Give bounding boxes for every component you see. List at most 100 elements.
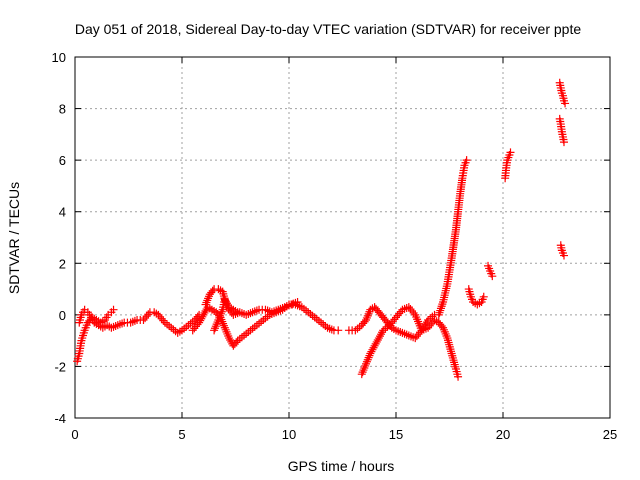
data-point [362, 357, 371, 366]
data-point [439, 323, 448, 332]
axes [74, 56, 611, 419]
data-point [217, 307, 226, 316]
y-tick-label: -4 [54, 411, 66, 426]
data-point [363, 355, 372, 364]
data-point [334, 326, 343, 335]
data-point [202, 298, 211, 307]
data-point [361, 361, 370, 370]
data-point [442, 332, 451, 341]
data-point [312, 315, 321, 324]
data-points [73, 78, 570, 381]
data-point [159, 316, 168, 325]
data-point [250, 322, 259, 331]
gridlines [75, 57, 610, 418]
data-point [165, 322, 174, 331]
data-point [222, 327, 231, 336]
y-tick-label: 8 [59, 102, 66, 117]
data-point [359, 366, 368, 375]
data-point [358, 368, 367, 377]
data-point [232, 338, 241, 347]
data-point [235, 334, 244, 343]
plot-frame [74, 56, 611, 419]
data-point [488, 272, 497, 281]
data-point [221, 325, 230, 334]
data-point [365, 351, 374, 360]
data-point [130, 316, 139, 325]
data-point [561, 99, 570, 108]
y-tick-label: -2 [54, 359, 66, 374]
data-point [314, 316, 323, 325]
data-point [355, 322, 364, 331]
y-tick-label: 6 [59, 153, 66, 168]
data-point [293, 297, 302, 306]
data-point [257, 317, 266, 326]
data-point [479, 292, 488, 301]
data-point [353, 324, 362, 333]
data-point [213, 318, 222, 327]
data-point [360, 363, 369, 372]
data-point [248, 324, 257, 333]
data-point [436, 304, 445, 313]
data-point [439, 325, 448, 334]
data-point [364, 309, 373, 318]
data-point [214, 316, 223, 325]
data-point [204, 294, 213, 303]
data-point [237, 333, 246, 342]
data-point [223, 329, 232, 338]
x-axis-label: GPS time / hours [288, 458, 395, 474]
x-tick-label: 20 [496, 427, 510, 442]
data-point [208, 286, 217, 295]
data-point [211, 322, 220, 331]
data-point [436, 306, 445, 315]
y-tick-label: 0 [59, 308, 66, 323]
data-point [219, 321, 228, 330]
data-point [261, 314, 270, 323]
data-point [438, 300, 447, 309]
data-point [144, 310, 153, 319]
chart-title: Day 051 of 2018, Sidereal Day-to-day VTE… [75, 21, 582, 37]
data-point [246, 326, 255, 335]
data-point [242, 329, 251, 338]
data-point [363, 311, 372, 320]
data-point [302, 306, 311, 315]
data-point [364, 353, 373, 362]
data-point [212, 320, 221, 329]
data-point [224, 332, 233, 341]
data-point [216, 311, 225, 320]
data-point [462, 156, 471, 165]
x-tick-label: 0 [71, 427, 78, 442]
data-point [182, 322, 191, 331]
data-point [203, 296, 212, 305]
data-point [210, 326, 219, 335]
y-tick-label: 10 [52, 50, 66, 65]
data-point [169, 325, 178, 334]
x-tick-label: 15 [389, 427, 403, 442]
data-point [237, 309, 246, 318]
data-point [244, 328, 253, 337]
data-point [357, 370, 366, 379]
x-tick-label: 10 [282, 427, 296, 442]
data-point [454, 372, 463, 381]
data-point [317, 318, 326, 327]
y-tick-label: 4 [59, 205, 66, 220]
x-tick-label: 25 [603, 427, 617, 442]
data-point [440, 327, 449, 336]
data-point [220, 323, 229, 332]
data-point [167, 323, 176, 332]
data-point [252, 321, 261, 330]
data-point [109, 305, 118, 314]
data-point [163, 320, 172, 329]
data-point [362, 316, 371, 325]
data-point [233, 308, 242, 317]
tick-labels: 0 5 10 15 20 25 -4 -2 0 2 4 6 8 10 [52, 50, 618, 442]
data-point [210, 324, 219, 333]
data-point [559, 138, 568, 147]
data-point [259, 316, 268, 325]
data-point [240, 331, 249, 340]
data-point [409, 308, 418, 317]
data-point [441, 329, 450, 338]
data-point [437, 302, 446, 311]
data-point [128, 317, 137, 326]
data-point [428, 317, 437, 326]
